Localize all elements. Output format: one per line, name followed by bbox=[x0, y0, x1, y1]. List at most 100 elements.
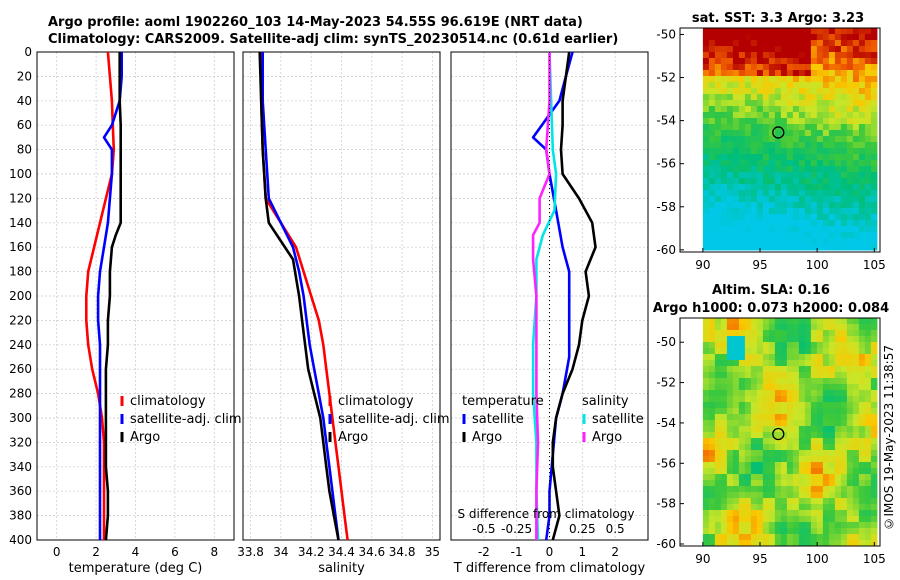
sla_map-cell bbox=[798, 486, 806, 493]
sst_map-cell bbox=[870, 202, 878, 209]
sla_map-cell bbox=[816, 438, 824, 445]
sst_map-cell bbox=[708, 100, 716, 107]
sla_map-cell bbox=[870, 408, 878, 415]
sst_map-cell bbox=[822, 106, 830, 113]
sla_map-cell bbox=[810, 390, 818, 397]
sst_map-cell bbox=[780, 88, 788, 95]
sla_map-cell bbox=[864, 360, 872, 367]
sla_map-cell bbox=[780, 414, 788, 421]
sla_map-cell bbox=[798, 354, 806, 361]
sla_map-cell bbox=[744, 528, 752, 535]
sla_map-cell bbox=[840, 360, 848, 367]
sst_map-cell bbox=[774, 64, 782, 71]
sst_map-cell bbox=[834, 220, 842, 227]
sla_map-cell bbox=[726, 492, 734, 499]
sla_map-cell bbox=[834, 390, 842, 397]
sla_map-cell bbox=[780, 366, 788, 373]
sst_map-cell bbox=[708, 64, 716, 71]
sst_map-cell bbox=[858, 202, 866, 209]
sla_map-cell bbox=[762, 318, 770, 325]
sla_map-cell bbox=[732, 378, 740, 385]
sla_map-cell bbox=[738, 402, 746, 409]
sst_map-cell bbox=[780, 142, 788, 149]
salinity-legend-label: climatology bbox=[338, 394, 414, 409]
sst_map-cell bbox=[810, 40, 818, 47]
sst_map-cell bbox=[726, 196, 734, 203]
sla_map-cell bbox=[798, 318, 806, 325]
sst_map-cell bbox=[786, 190, 794, 197]
sst_map-ytick-label: -58 bbox=[656, 200, 676, 214]
sla_map-cell bbox=[768, 540, 776, 547]
sla_map-cell bbox=[804, 360, 812, 367]
sla_map-cell bbox=[816, 348, 824, 355]
sla_map-cell bbox=[702, 384, 710, 391]
sst_map-cell bbox=[744, 118, 752, 125]
sla_map-cell bbox=[834, 516, 842, 523]
sst_map-cell bbox=[744, 82, 752, 89]
sst_map-cell bbox=[840, 76, 848, 83]
sst_map-cell bbox=[714, 64, 722, 71]
sst_map-cell bbox=[822, 124, 830, 131]
sst_map-cell bbox=[822, 112, 830, 119]
sst_map-cell bbox=[870, 220, 878, 227]
sla_map-cell bbox=[852, 396, 860, 403]
sst_map-cell bbox=[852, 76, 860, 83]
sla_map-cell bbox=[780, 504, 788, 511]
sla_map-cell bbox=[744, 318, 752, 325]
sla_map-cell bbox=[702, 468, 710, 475]
sst_map-cell bbox=[750, 124, 758, 131]
sla_map-cell bbox=[702, 402, 710, 409]
sst_map-cell bbox=[720, 70, 728, 77]
sla_map-cell bbox=[762, 402, 770, 409]
sla_map-cell bbox=[780, 384, 788, 391]
sst_map-cell bbox=[822, 226, 830, 233]
sst_map-cell bbox=[762, 148, 770, 155]
sla_map-cell bbox=[804, 348, 812, 355]
sst_map-cell bbox=[858, 196, 866, 203]
sla_map-cell bbox=[822, 384, 830, 391]
depth-tick-label: 60 bbox=[17, 118, 32, 132]
sst_map-cell bbox=[792, 82, 800, 89]
sla_map-cell bbox=[756, 468, 764, 475]
sla_map-cell bbox=[708, 372, 716, 379]
sla_map-cell bbox=[732, 318, 740, 325]
sst_map-cell bbox=[834, 76, 842, 83]
sla_map-cell bbox=[774, 354, 782, 361]
sst_map-cell bbox=[774, 232, 782, 239]
sla_map-cell bbox=[738, 492, 746, 499]
sst_map-cell bbox=[720, 166, 728, 173]
sst_map-cell bbox=[852, 82, 860, 89]
sla_map-cell bbox=[756, 438, 764, 445]
sla_map-cell bbox=[726, 486, 734, 493]
sst_map-cell bbox=[834, 70, 842, 77]
sst_map-cell bbox=[780, 70, 788, 77]
sst_map-cell bbox=[702, 178, 710, 185]
sla_map-cell bbox=[714, 510, 722, 517]
sla_map-cell bbox=[756, 318, 764, 325]
sst_map-cell bbox=[750, 58, 758, 65]
sst_map-cell bbox=[828, 160, 836, 167]
sla_map-cell bbox=[816, 408, 824, 415]
sst_map-cell bbox=[810, 142, 818, 149]
sla_map-cell bbox=[720, 522, 728, 529]
sst_map-cell bbox=[816, 28, 824, 35]
sla_map-cell bbox=[768, 336, 776, 343]
sla_map-cell bbox=[702, 504, 710, 511]
sla_map-cell bbox=[804, 540, 812, 547]
sst_map-cell bbox=[768, 208, 776, 215]
sla_map-cell bbox=[798, 480, 806, 487]
sst_map-cell bbox=[750, 172, 758, 179]
sla_map-cell bbox=[834, 336, 842, 343]
sst_map-cell bbox=[738, 118, 746, 125]
sst_map-cell bbox=[852, 208, 860, 215]
sst_map-cell bbox=[828, 166, 836, 173]
sla_map-cell bbox=[852, 534, 860, 541]
sla_map-cell bbox=[756, 444, 764, 451]
sst_map-cell bbox=[744, 136, 752, 143]
sla_map-cell bbox=[804, 324, 812, 331]
sla_map-cell bbox=[816, 456, 824, 463]
sla_map-cell bbox=[858, 390, 866, 397]
sla_map-field bbox=[702, 318, 878, 547]
sst_map-cell bbox=[840, 112, 848, 119]
sla_map-cell bbox=[774, 318, 782, 325]
